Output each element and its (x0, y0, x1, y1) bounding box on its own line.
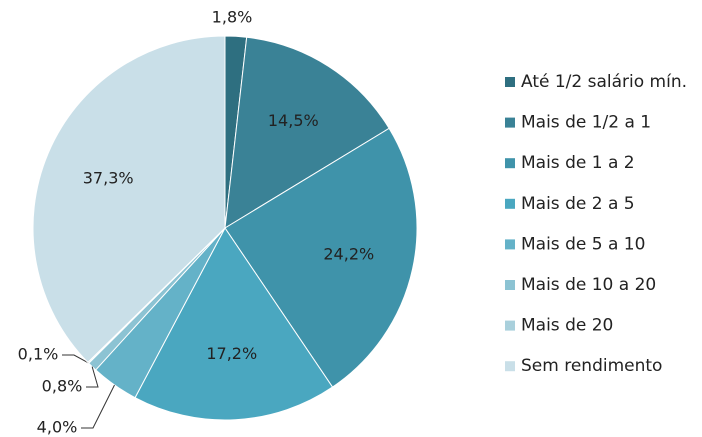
data-label: 4,0% (37, 418, 78, 437)
pie-slice (134, 227, 334, 421)
legend-swatch (505, 280, 515, 290)
leader-line (81, 384, 115, 429)
leader-line (86, 366, 99, 388)
legend-label: Sem rendimento (521, 356, 662, 376)
leader-line (62, 354, 89, 364)
legend-swatch (505, 77, 515, 87)
legend-label: Até 1/2 salário mín. (521, 72, 687, 92)
data-label: 24,2% (323, 245, 374, 264)
pie-slice (224, 127, 418, 388)
legend-swatch (505, 239, 515, 250)
legend-label: Mais de 10 a 20 (521, 275, 656, 295)
pie-slice (224, 36, 390, 229)
data-label: 37,3% (83, 168, 134, 187)
legend-swatch (505, 320, 515, 331)
legend-label: Mais de 2 a 5 (521, 194, 635, 214)
legend-swatch (505, 198, 515, 209)
data-label: 0,8% (42, 377, 83, 396)
legend-label: Mais de 5 a 10 (521, 234, 645, 254)
legend-swatch (505, 361, 515, 372)
legend-swatch (505, 158, 515, 169)
legend-label: Mais de 1/2 a 1 (521, 113, 651, 133)
data-label: 0,1% (18, 345, 59, 364)
legend-label: Mais de 20 (521, 316, 613, 336)
data-label: 17,2% (206, 344, 257, 363)
data-label: 14,5% (268, 111, 319, 130)
pie-slice (32, 35, 226, 364)
legend-label: Mais de 1 a 2 (521, 153, 635, 173)
data-label: 1,8% (212, 8, 253, 27)
legend-swatch (505, 117, 515, 128)
